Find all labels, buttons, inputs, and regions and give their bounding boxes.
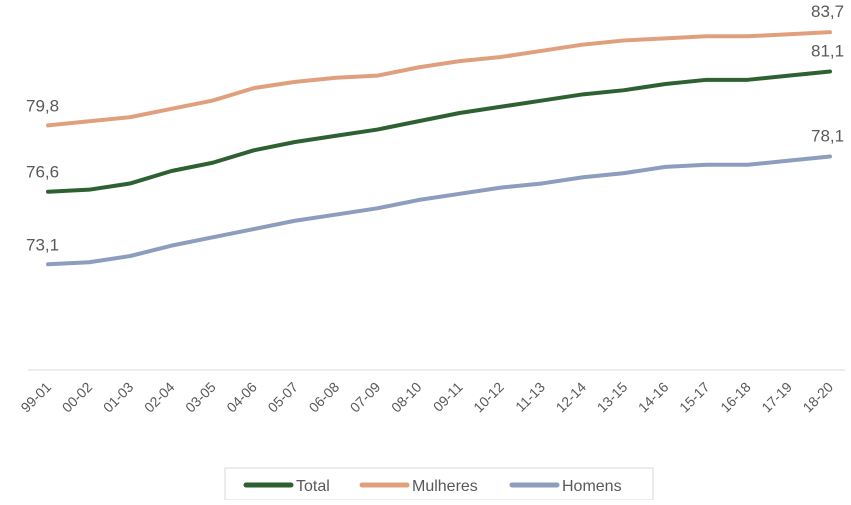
data-label-mulheres-first: 79,8 [26,96,59,115]
data-label-total-first: 76,6 [26,163,59,182]
x-tick-label: 18-20 [799,379,836,416]
x-tick-label: 16-18 [717,379,754,416]
series-line-mulheres [46,30,832,128]
x-tick-labels: 99-01 00-02 01-03 02-04 03-05 04-06 05-07 06-08… [17,379,836,416]
x-tick-label: 99-01 [17,379,54,416]
x-tick-label: 11-13 [512,379,548,415]
data-label-total-last: 81,1 [811,42,844,61]
x-tick-label: 03-05 [182,379,219,416]
legend-border [224,467,654,501]
x-tick-label: 00-02 [59,379,96,416]
x-tick-label: 15-17 [676,379,713,416]
x-tick-label: 02-04 [141,379,178,416]
x-tick-label: 17-19 [758,379,795,416]
x-tick-label: 13-15 [594,379,631,416]
x-tick-label: 08-10 [388,379,425,416]
x-tick-label: 10-12 [470,379,507,416]
legend-label-total: Total [296,478,330,495]
data-label-homens-last: 78,1 [811,127,844,146]
series-lines [46,30,832,267]
x-tick-label: 05-07 [264,379,301,416]
data-labels: 76,6 81,1 79,8 83,7 73,1 78,1 [26,2,844,254]
legend: Total Mulheres Homens [224,467,654,501]
x-tick-label: 14-16 [635,379,672,416]
x-tick-label: 06-08 [306,379,343,416]
x-tick-label: 09-11 [430,379,466,415]
series-line-total [46,69,832,194]
data-label-homens-first: 73,1 [26,235,59,254]
x-tick-label: 04-06 [223,379,260,416]
series-line-homens [46,154,832,267]
legend-label-homens: Homens [562,478,622,495]
x-tick-label: 07-09 [347,379,384,416]
x-tick-label: 12-14 [553,379,590,416]
legend-label-mulheres: Mulheres [412,478,478,495]
data-label-mulheres-last: 83,7 [811,2,844,21]
x-tick-label: 01-03 [100,379,137,416]
